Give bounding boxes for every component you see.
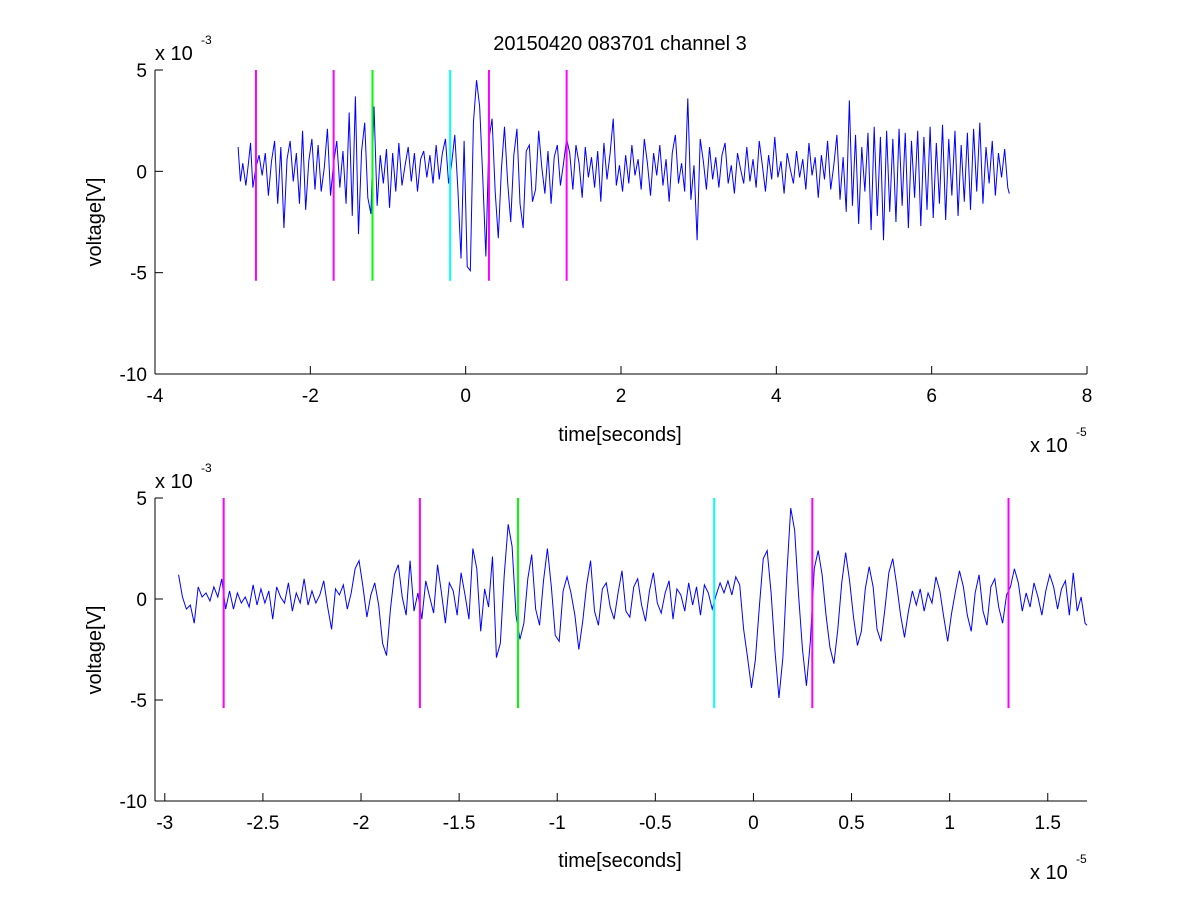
- top-x-multiplier-base: x 10: [1030, 435, 1068, 457]
- bottom-x-tick-label: -1: [549, 813, 566, 834]
- figure-title: 20150420 083701 channel 3: [493, 33, 747, 55]
- top-x-tick-label: 4: [771, 386, 782, 407]
- top-subplot: -4 -2 0 2 4 6 8 -10 -5 0 5 time[seconds] voltage[V…: [84, 33, 1092, 457]
- bottom-y-multiplier: x 10 -3: [155, 461, 212, 493]
- bottom-x-tick-label: 1.5: [1035, 813, 1061, 834]
- top-tick-layer: -4 -2 0 2 4 6 8 -10 -5 0 5: [120, 61, 1093, 407]
- top-y-tick-label: -10: [120, 365, 147, 386]
- bottom-subplot: -3 -2.5 -2 -1.5 -1 -0.5 0 0.5 1 1.5 -10 -5 0 5 time[s…: [84, 461, 1088, 884]
- bottom-tick-layer: -3 -2.5 -2 -1.5 -1 -0.5 0 0.5 1 1.5 -10 -5 0 5: [120, 489, 1061, 834]
- bottom-axes-frame: [154, 498, 1087, 802]
- top-x-multiplier-exponent: -5: [1076, 425, 1087, 439]
- bottom-x-tick-label: 1: [944, 813, 955, 834]
- top-x-tick-label: 8: [1082, 386, 1093, 407]
- bottom-x-tick-label: -3: [156, 813, 173, 834]
- top-x-tick-label: 0: [460, 386, 471, 407]
- top-series-layer: [237, 80, 1010, 273]
- bottom-signal-line: [178, 508, 1088, 699]
- bottom-y-axis-label: voltage[V]: [84, 606, 106, 695]
- bottom-x-axis-label: time[seconds]: [558, 850, 681, 872]
- bottom-x-tick-label: -1.5: [443, 813, 476, 834]
- top-y-tick-label: -5: [130, 264, 147, 285]
- bottom-x-tick-label: -2: [353, 813, 370, 834]
- bottom-x-multiplier-exponent: -5: [1076, 852, 1087, 866]
- bottom-x-tick-label: -0.5: [639, 813, 672, 834]
- bottom-x-tick-label: 0: [748, 813, 759, 834]
- top-x-tick-label: 2: [616, 386, 627, 407]
- bottom-y-tick-label: 5: [136, 489, 147, 510]
- top-y-tick-label: 5: [136, 61, 147, 82]
- bottom-y-multiplier-exponent: -3: [201, 461, 212, 475]
- bottom-x-tick-label: -2.5: [247, 813, 280, 834]
- bottom-y-tick-label: 0: [136, 590, 147, 611]
- bottom-series-layer: [178, 508, 1088, 699]
- bottom-y-tick-label: -10: [120, 792, 147, 813]
- top-x-tick-label: 6: [926, 386, 937, 407]
- top-x-axis-label: time[seconds]: [558, 424, 681, 446]
- top-x-tick-label: -2: [302, 386, 319, 407]
- top-y-multiplier: x 10 -3: [155, 33, 212, 65]
- top-y-multiplier-base: x 10: [155, 43, 193, 65]
- bottom-marker-layer: [222, 498, 1010, 709]
- top-marker-layer: [254, 70, 568, 281]
- top-signal-line: [237, 80, 1010, 273]
- bottom-x-tick-label: 0.5: [838, 813, 864, 834]
- top-x-tick-label: -4: [147, 386, 164, 407]
- top-x-multiplier: x 10 -5: [1030, 425, 1087, 457]
- bottom-y-multiplier-base: x 10: [155, 471, 193, 493]
- bottom-x-multiplier: x 10 -5: [1030, 852, 1087, 884]
- bottom-x-multiplier-base: x 10: [1030, 862, 1068, 884]
- top-y-tick-label: 0: [136, 162, 147, 183]
- bottom-y-tick-label: -5: [130, 691, 147, 712]
- top-y-multiplier-exponent: -3: [201, 33, 212, 47]
- top-y-axis-label: voltage[V]: [84, 178, 106, 267]
